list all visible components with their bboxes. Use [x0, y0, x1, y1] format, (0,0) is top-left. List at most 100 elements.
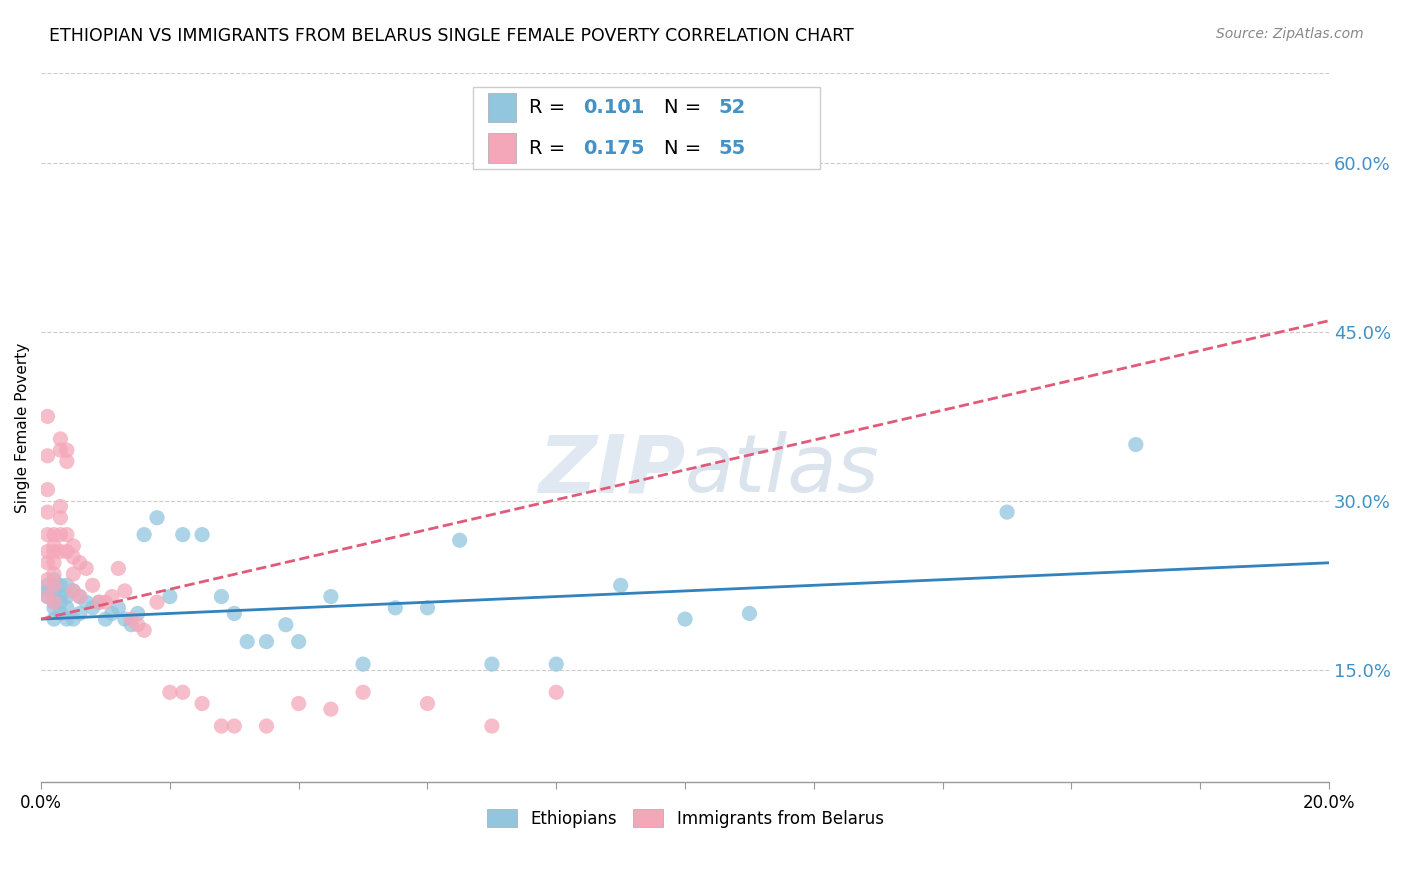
- Point: [738, 607, 761, 621]
- Point: [673, 612, 696, 626]
- Legend: Ethiopians, Immigrants from Belarus: Ethiopians, Immigrants from Belarus: [479, 803, 890, 834]
- Point: [209, 719, 232, 733]
- Point: [191, 697, 214, 711]
- Point: [224, 607, 246, 621]
- Point: [94, 595, 117, 609]
- Point: [287, 697, 309, 711]
- Point: [42, 544, 65, 558]
- Text: atlas: atlas: [685, 431, 880, 509]
- Point: [1125, 437, 1147, 451]
- Point: [274, 617, 297, 632]
- Text: R =: R =: [529, 139, 572, 158]
- Text: 55: 55: [718, 139, 745, 158]
- Point: [352, 657, 374, 672]
- Text: ZIP: ZIP: [537, 431, 685, 509]
- Point: [56, 578, 79, 592]
- Point: [56, 590, 79, 604]
- Bar: [488, 134, 516, 163]
- Point: [69, 590, 91, 604]
- Point: [56, 527, 79, 541]
- Point: [319, 590, 342, 604]
- Text: 0.101: 0.101: [583, 98, 645, 117]
- Point: [352, 685, 374, 699]
- Point: [120, 612, 142, 626]
- Point: [42, 578, 65, 592]
- Point: [256, 719, 278, 733]
- Point: [42, 600, 65, 615]
- Text: N =: N =: [665, 139, 709, 158]
- Point: [37, 483, 59, 497]
- Point: [56, 544, 79, 558]
- Point: [69, 556, 91, 570]
- Point: [546, 657, 568, 672]
- Point: [101, 590, 124, 604]
- Point: [995, 505, 1018, 519]
- Point: [42, 595, 65, 609]
- Point: [69, 590, 91, 604]
- Point: [101, 607, 124, 621]
- Point: [287, 634, 309, 648]
- Point: [134, 624, 156, 638]
- Point: [37, 583, 59, 598]
- Point: [49, 595, 72, 609]
- Point: [62, 539, 84, 553]
- Text: ETHIOPIAN VS IMMIGRANTS FROM BELARUS SINGLE FEMALE POVERTY CORRELATION CHART: ETHIOPIAN VS IMMIGRANTS FROM BELARUS SIN…: [49, 27, 853, 45]
- Point: [37, 590, 59, 604]
- Point: [49, 527, 72, 541]
- Text: N =: N =: [665, 98, 709, 117]
- Point: [107, 561, 129, 575]
- Point: [416, 697, 439, 711]
- Point: [56, 600, 79, 615]
- Point: [209, 590, 232, 604]
- Point: [172, 685, 194, 699]
- Point: [56, 612, 79, 626]
- Text: 52: 52: [718, 98, 745, 117]
- Point: [384, 600, 406, 615]
- Point: [416, 600, 439, 615]
- Point: [49, 544, 72, 558]
- Point: [62, 567, 84, 582]
- Point: [107, 600, 129, 615]
- Point: [37, 409, 59, 424]
- Point: [42, 556, 65, 570]
- Point: [94, 612, 117, 626]
- Point: [49, 510, 72, 524]
- Point: [481, 657, 503, 672]
- Point: [62, 583, 84, 598]
- Point: [146, 510, 169, 524]
- Point: [87, 595, 110, 609]
- Point: [69, 607, 91, 621]
- Point: [49, 578, 72, 592]
- Point: [42, 527, 65, 541]
- Bar: [488, 93, 516, 122]
- Point: [449, 533, 471, 548]
- Point: [159, 685, 181, 699]
- Point: [82, 578, 104, 592]
- Point: [146, 595, 169, 609]
- Point: [49, 590, 72, 604]
- Point: [42, 567, 65, 582]
- Point: [42, 573, 65, 587]
- Point: [42, 595, 65, 609]
- Point: [56, 454, 79, 468]
- Point: [62, 583, 84, 598]
- Point: [191, 527, 214, 541]
- Point: [37, 590, 59, 604]
- Point: [62, 612, 84, 626]
- Point: [37, 578, 59, 592]
- Point: [42, 539, 65, 553]
- Text: 0.175: 0.175: [583, 139, 645, 158]
- Text: R =: R =: [529, 98, 572, 117]
- Point: [87, 595, 110, 609]
- Point: [56, 443, 79, 458]
- Point: [609, 578, 631, 592]
- Point: [49, 432, 72, 446]
- FancyBboxPatch shape: [472, 87, 820, 169]
- Point: [37, 527, 59, 541]
- Point: [236, 634, 259, 648]
- Point: [37, 449, 59, 463]
- Text: Source: ZipAtlas.com: Source: ZipAtlas.com: [1216, 27, 1364, 41]
- Point: [37, 573, 59, 587]
- Point: [37, 544, 59, 558]
- Point: [114, 583, 136, 598]
